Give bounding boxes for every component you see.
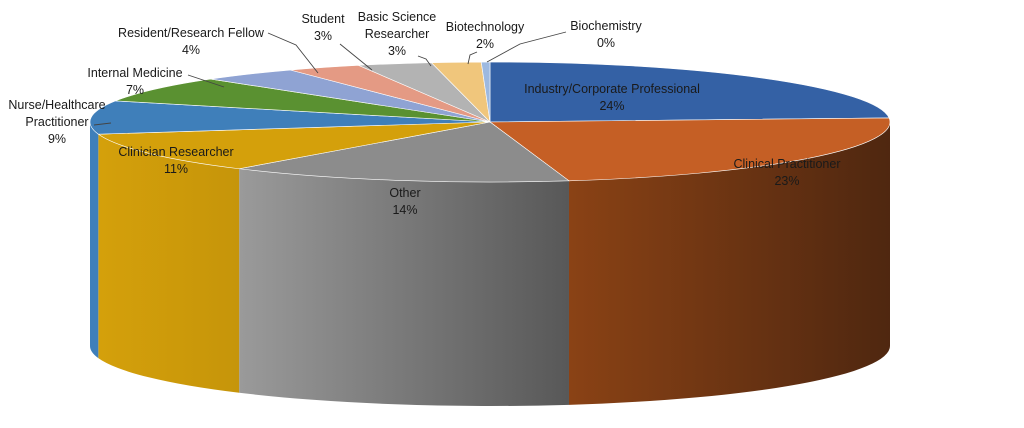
pie-slice-resident-research-fellow (210, 69, 491, 123)
data-label-pct-clinical-practitioner: 23% (774, 174, 799, 188)
pie-tops (89, 61, 891, 183)
leader-line-biotechnology (467, 51, 478, 65)
slice-side-clinician-researcher (98, 134, 240, 393)
slice-side-other (239, 168, 569, 406)
data-label-name-other: Other (389, 186, 420, 200)
data-label-name-clinical-practitioner: Clinical Practitioner (734, 157, 841, 171)
data-label-pct-internal-medicine: 7% (126, 83, 144, 97)
pie-slice-clinician-researcher (97, 121, 491, 170)
data-label-name-nurse-healthcare-practitioner: Practitioner (25, 115, 88, 129)
leader-line-resident-research-fellow (267, 32, 319, 74)
data-label-pct-other: 14% (392, 203, 417, 217)
leader-line-biochemistry (486, 31, 567, 63)
pie-slice-industry-corporate-professional (489, 61, 890, 123)
data-label-pct-clinician-researcher: 11% (164, 162, 188, 176)
leader-line-internal-medicine (187, 74, 225, 88)
data-label-name-basic-science-researcher: Researcher (365, 27, 430, 41)
data-label-pct-nurse-healthcare-practitioner: 9% (48, 132, 66, 146)
leader-line-nurse-healthcare-practitioner (93, 122, 112, 126)
pie-sides (90, 122, 890, 406)
data-label-pct-student: 3% (314, 29, 332, 43)
pie-slice-nurse-healthcare-practitioner (89, 100, 491, 135)
data-label-name-resident-research-fellow: Resident/Research Fellow (118, 26, 265, 40)
data-label-pct-basic-science-researcher: 3% (388, 44, 406, 58)
data-label-name-student: Student (301, 12, 345, 26)
data-label-pct-industry-corporate-professional: 24% (599, 99, 624, 113)
leader-line-student (339, 43, 373, 71)
pie-slice-internal-medicine (115, 78, 491, 123)
data-label-name-biotechnology: Biotechnology (446, 20, 525, 34)
data-label-name-basic-science-researcher: Basic Science (358, 10, 437, 24)
data-label-pct-biotechnology: 2% (476, 37, 494, 51)
slice-side-clinical-practitioner (568, 122, 890, 405)
pie-slice-other (239, 121, 570, 183)
pie-slice-clinical-practitioner (489, 117, 891, 182)
pie-labels: Industry/Corporate Professional 24% Clinic… (8, 10, 840, 217)
data-label-name-clinician-researcher: Clinician Researcher (118, 145, 233, 159)
pie-slice-biochemistry (480, 61, 491, 123)
data-label-pct-resident-research-fellow: 4% (182, 43, 200, 57)
data-label-name-industry-corporate-professional: Industry/Corporate Professional (524, 82, 700, 96)
data-label-pct-biochemistry: 0% (597, 36, 615, 50)
slice-side-nurse-healthcare-practitioner (90, 122, 99, 359)
data-label-name-internal-medicine: Internal Medicine (87, 66, 182, 80)
data-label-name-biochemistry: Biochemistry (570, 19, 642, 33)
data-label-name-nurse-healthcare-practitioner: Nurse/Healthcare (8, 98, 105, 112)
leader-line-basic-science-researcher (417, 55, 432, 67)
